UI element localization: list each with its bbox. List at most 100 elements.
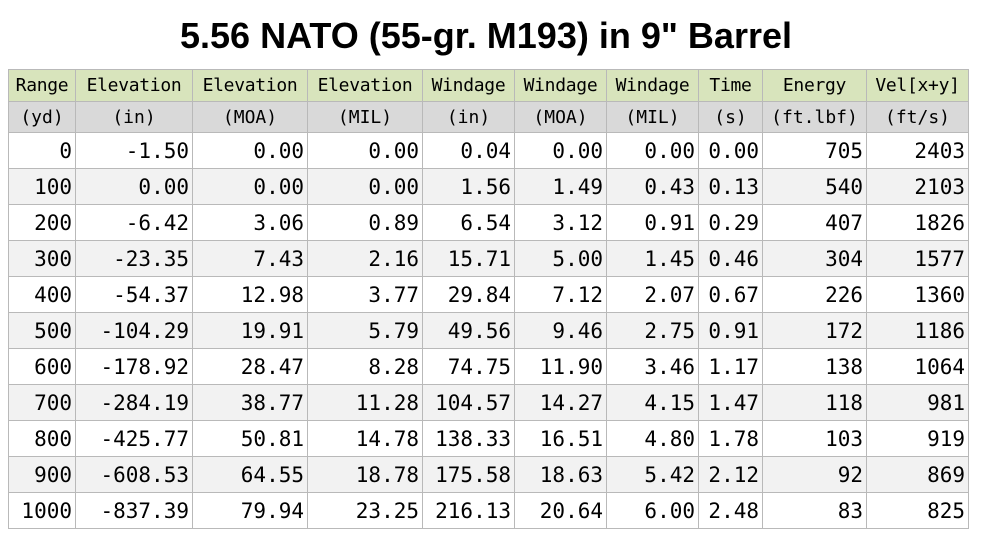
table-cell: 0: [8, 132, 76, 169]
table-cell: 83: [762, 492, 867, 529]
table-cell: 700: [8, 384, 76, 421]
table-cell: 0.00: [606, 132, 699, 169]
column-header: Windage: [606, 69, 699, 102]
table-units-row: (yd) (in) (MOA) (MIL) (in) (MOA) (MIL) (…: [8, 101, 969, 133]
table-cell: 18.63: [514, 456, 607, 493]
page-title: 5.56 NATO (55-gr. M193) in 9" Barrel: [180, 15, 792, 56]
column-header: Elevation: [307, 69, 423, 102]
table-cell: 5.42: [606, 456, 699, 493]
table-cell: 15.71: [422, 240, 515, 277]
table-row: 200 -6.42 3.06 0.89 6.54 3.12 0.91 0.29 407 1826: [8, 204, 969, 241]
table-cell: 0.67: [698, 276, 763, 313]
table-cell: 216.13: [422, 492, 515, 529]
table-cell: 600: [8, 348, 76, 385]
table-cell: 0.00: [307, 132, 423, 169]
table-cell: 18.78: [307, 456, 423, 493]
table-row: 700 -284.19 38.77 11.28 104.57 14.27 4.15 1.47 1…: [8, 384, 969, 421]
table-cell: 3.46: [606, 348, 699, 385]
table-header-row: Range Elevation Elevation Elevation Wind…: [8, 69, 969, 102]
table-cell: 100: [8, 168, 76, 205]
column-header: Windage: [422, 69, 515, 102]
table-cell: 0.89: [307, 204, 423, 241]
table-row: 600 -178.92 28.47 8.28 74.75 11.90 3.46 1.17 138…: [8, 348, 969, 385]
table-cell: 1826: [866, 204, 969, 241]
table-cell: 304: [762, 240, 867, 277]
table-cell: 104.57: [422, 384, 515, 421]
table-cell: 300: [8, 240, 76, 277]
ballistics-table: Range Elevation Elevation Elevation Wind…: [8, 69, 969, 529]
table-cell: 7.12: [514, 276, 607, 313]
column-unit: (yd): [8, 101, 76, 133]
table-cell: 118: [762, 384, 867, 421]
table-cell: 0.91: [698, 312, 763, 349]
table-cell: -425.77: [75, 420, 193, 457]
table-cell: 3.12: [514, 204, 607, 241]
table-cell: 2.48: [698, 492, 763, 529]
table-cell: 172: [762, 312, 867, 349]
column-header: Windage: [514, 69, 607, 102]
table-cell: -608.53: [75, 456, 193, 493]
table-cell: -104.29: [75, 312, 193, 349]
table-cell: 138: [762, 348, 867, 385]
table-cell: 11.90: [514, 348, 607, 385]
table-cell: -1.50: [75, 132, 193, 169]
table-row: 1000 -837.39 79.94 23.25 216.13 20.64 6.00 2.48…: [8, 492, 969, 529]
table-cell: 226: [762, 276, 867, 313]
table-cell: 4.15: [606, 384, 699, 421]
table-cell: 8.28: [307, 348, 423, 385]
column-header: Range: [8, 69, 76, 102]
table-cell: 50.81: [192, 420, 308, 457]
table-cell: 800: [8, 420, 76, 457]
table-cell: 6.00: [606, 492, 699, 529]
table-cell: 1186: [866, 312, 969, 349]
table-cell: 869: [866, 456, 969, 493]
table-cell: 500: [8, 312, 76, 349]
table-cell: 900: [8, 456, 76, 493]
table-cell: 0.46: [698, 240, 763, 277]
table-cell: -6.42: [75, 204, 193, 241]
column-header: Elevation: [75, 69, 193, 102]
table-cell: 3.77: [307, 276, 423, 313]
table-cell: 1.49: [514, 168, 607, 205]
table-cell: 1.47: [698, 384, 763, 421]
table-cell: 2103: [866, 168, 969, 205]
column-unit: (in): [75, 101, 193, 133]
table-cell: 825: [866, 492, 969, 529]
table-cell: 9.46: [514, 312, 607, 349]
column-unit: (MIL): [606, 101, 699, 133]
table-body: 0 -1.50 0.00 0.00 0.04 0.00 0.00 0.00 705 2403 100…: [8, 132, 969, 529]
table-row: 300 -23.35 7.43 2.16 15.71 5.00 1.45 0.46 304 157…: [8, 240, 969, 277]
table-cell: -23.35: [75, 240, 193, 277]
column-unit: (ft/s): [866, 101, 969, 133]
column-header: Vel[x+y]: [866, 69, 969, 102]
table-cell: 14.78: [307, 420, 423, 457]
column-header: Time: [698, 69, 763, 102]
table-cell: 200: [8, 204, 76, 241]
table-cell: 0.13: [698, 168, 763, 205]
table-cell: 0.91: [606, 204, 699, 241]
table-cell: 5.79: [307, 312, 423, 349]
table-row: 0 -1.50 0.00 0.00 0.04 0.00 0.00 0.00 705 2403: [8, 132, 969, 169]
table-cell: 0.43: [606, 168, 699, 205]
table-cell: 4.80: [606, 420, 699, 457]
table-cell: 540: [762, 168, 867, 205]
table-row: 500 -104.29 19.91 5.79 49.56 9.46 2.75 0.91 172 1…: [8, 312, 969, 349]
table-cell: 0.00: [192, 168, 308, 205]
table-cell: 0.04: [422, 132, 515, 169]
table-row: 800 -425.77 50.81 14.78 138.33 16.51 4.80 1.78 1…: [8, 420, 969, 457]
table-cell: 1.56: [422, 168, 515, 205]
table-cell: 981: [866, 384, 969, 421]
table-cell: 2.75: [606, 312, 699, 349]
table-cell: -837.39: [75, 492, 193, 529]
column-unit: (MOA): [192, 101, 308, 133]
table-cell: 0.00: [698, 132, 763, 169]
table-cell: 1577: [866, 240, 969, 277]
column-header: Energy: [762, 69, 867, 102]
table-cell: 0.00: [192, 132, 308, 169]
table-cell: 5.00: [514, 240, 607, 277]
table-cell: 407: [762, 204, 867, 241]
table-cell: 0.00: [307, 168, 423, 205]
table-cell: 14.27: [514, 384, 607, 421]
column-unit: (in): [422, 101, 515, 133]
table-cell: 400: [8, 276, 76, 313]
